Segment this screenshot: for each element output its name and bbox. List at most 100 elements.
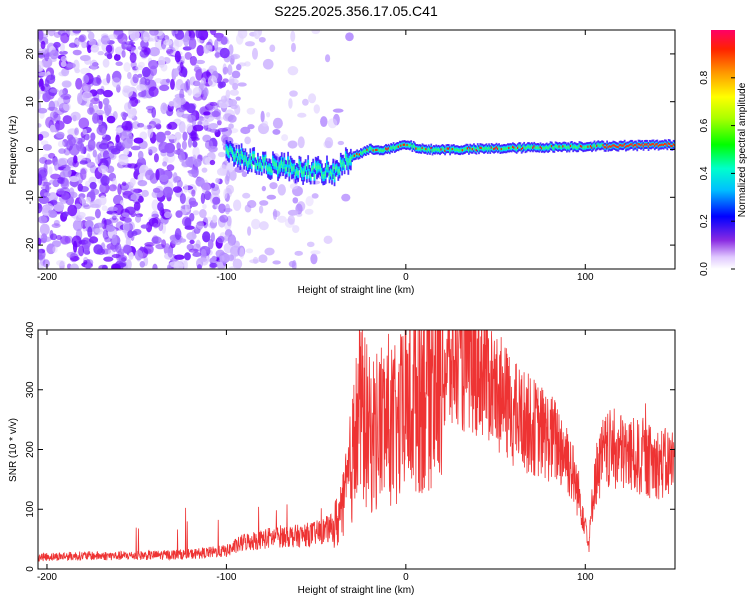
noise-blob — [154, 78, 163, 84]
noise-blob — [159, 84, 170, 92]
noise-blob — [152, 187, 161, 193]
noise-blob — [311, 193, 319, 199]
noise-blob — [324, 54, 331, 63]
ridge-core — [235, 151, 238, 156]
noise-blob — [241, 171, 248, 178]
noise-blob — [313, 104, 321, 114]
noise-blob — [141, 89, 147, 97]
ridge-core — [386, 148, 389, 151]
ridge-core — [449, 149, 451, 152]
noise-blob — [199, 208, 207, 219]
ridge-core — [308, 171, 311, 176]
ridge-core — [663, 142, 666, 146]
noise-blob — [49, 111, 58, 120]
ridge-core — [381, 149, 384, 152]
noise-blob — [217, 127, 229, 132]
noise-blob — [222, 66, 229, 75]
ridge-core — [520, 148, 523, 151]
ridge-core — [578, 144, 581, 147]
ridge-core — [257, 159, 259, 164]
ridge-core — [606, 143, 608, 147]
noise-blob — [186, 103, 196, 114]
noise-blob — [87, 226, 93, 238]
noise-blob — [235, 33, 244, 45]
ridge-core — [416, 147, 419, 150]
ridge-core — [377, 148, 380, 151]
ridge-core — [370, 147, 372, 150]
ridge-core — [354, 154, 357, 157]
ridge-core — [436, 148, 439, 152]
noise-blob — [189, 239, 195, 245]
noise-blob — [200, 192, 206, 204]
snr-y-ticks: 0 100 200 300 400 — [25, 321, 675, 572]
noise-blob — [102, 97, 110, 106]
noise-blob — [186, 231, 197, 241]
ridge-core — [647, 145, 650, 148]
noise-blob — [73, 59, 80, 72]
noise-blob — [170, 78, 175, 90]
ridge-core — [333, 175, 336, 180]
ridge-core — [366, 148, 369, 151]
ridge-core — [572, 146, 575, 149]
noise-blob — [160, 102, 168, 115]
noise-blob — [111, 234, 118, 246]
ridge-core — [405, 144, 408, 147]
ridge-core — [334, 166, 337, 171]
ridge-core — [665, 143, 668, 146]
noise-blob — [203, 111, 211, 116]
noise-blob — [143, 47, 151, 56]
ridge-core — [229, 146, 232, 150]
noise-blob — [90, 132, 96, 141]
ridge-core — [314, 163, 317, 168]
noise-blob — [145, 169, 155, 181]
noise-blob — [75, 78, 83, 90]
ridge-core — [298, 161, 301, 165]
noise-blob — [98, 264, 108, 269]
noise-blob — [216, 119, 222, 126]
noise-blob — [289, 90, 298, 97]
ridge-core — [360, 151, 362, 154]
noise-blob — [84, 216, 96, 221]
ridge-core — [599, 144, 602, 147]
ridge-core — [260, 165, 263, 170]
noise-blob — [327, 118, 338, 129]
noise-blob — [137, 179, 148, 187]
ridge-core — [234, 155, 237, 160]
colorbar-tick-label: 0.8 — [699, 70, 710, 84]
ridge-core — [307, 162, 310, 168]
noise-blob — [209, 262, 218, 268]
ridge-core — [465, 147, 468, 150]
noise-blob — [175, 210, 183, 218]
ridge-core — [444, 149, 446, 152]
ridge-core — [547, 147, 549, 150]
noise-blob — [129, 52, 137, 64]
noise-blob — [115, 134, 120, 143]
ridge-core — [253, 153, 256, 159]
snr-xtick-label: -100 — [216, 572, 236, 583]
noise-blob — [297, 112, 307, 118]
snr-series-line — [38, 330, 675, 562]
colorbar-tick-label: 0.6 — [699, 118, 710, 132]
snr-ytick-label: 400 — [25, 321, 36, 338]
ridge-core — [658, 143, 661, 147]
ridge-core — [555, 145, 558, 148]
ridge-core — [511, 145, 514, 148]
noise-blob — [166, 164, 175, 171]
ridge-core — [319, 166, 322, 171]
ridge-core — [326, 163, 328, 170]
noise-blob — [171, 30, 176, 36]
ridge-core — [454, 148, 457, 152]
noise-blob — [43, 192, 51, 197]
noise-blob — [98, 142, 110, 150]
ridge-core — [283, 160, 286, 166]
noise-blob — [188, 200, 199, 208]
ridge-core — [653, 144, 656, 147]
noise-blob — [40, 85, 45, 92]
noise-blob — [244, 41, 255, 47]
ridge-core — [631, 143, 634, 146]
ridge-core — [321, 170, 323, 176]
colorbar-label: Normalized spectral amplitude — [737, 82, 748, 217]
ridge-core — [513, 146, 516, 149]
ridge-core — [655, 143, 657, 146]
ridge-core — [591, 146, 593, 149]
